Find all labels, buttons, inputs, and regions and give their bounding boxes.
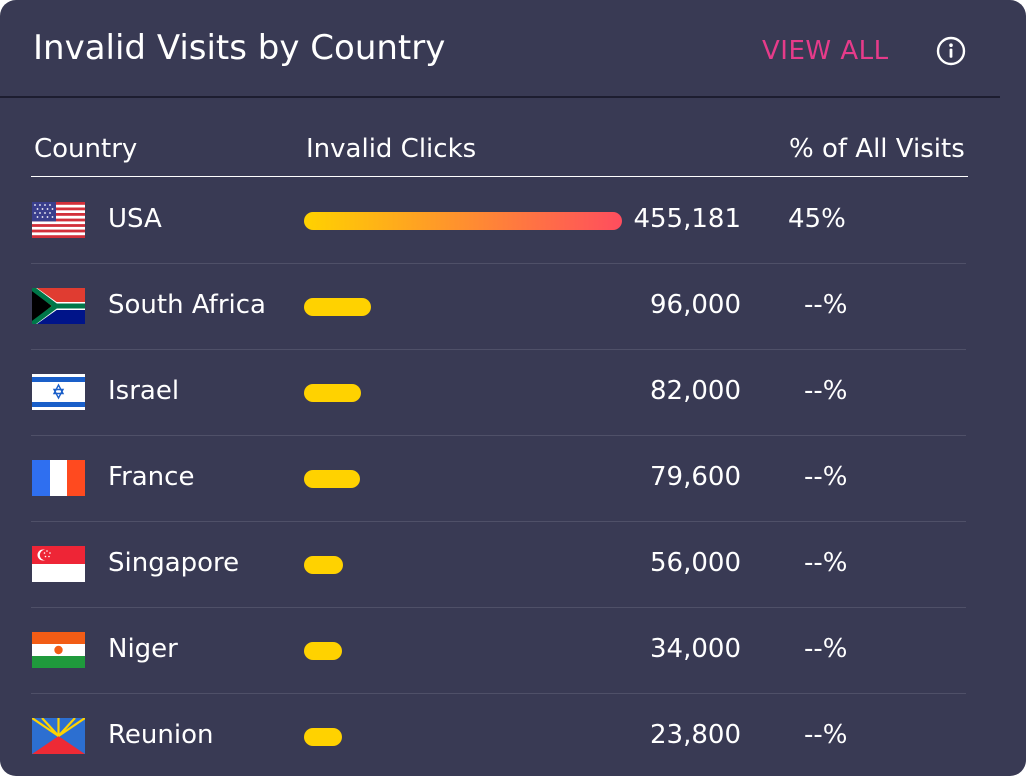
niger-flag-icon	[32, 632, 85, 668]
card-title: Invalid Visits by Country	[33, 28, 446, 68]
percent-value: --%	[804, 720, 848, 750]
row-divider	[31, 693, 966, 694]
header-divider	[31, 176, 968, 177]
reunion-flag-icon	[32, 718, 85, 754]
usa-flag-icon	[32, 202, 85, 238]
row-divider	[31, 435, 966, 436]
country-name: Reunion	[108, 720, 214, 750]
country-name: USA	[108, 204, 162, 234]
column-header-invalid-clicks[interactable]: Invalid Clicks	[306, 134, 477, 164]
clicks-count: 23,800	[650, 720, 741, 750]
country-name: Niger	[108, 634, 178, 664]
clicks-bar	[304, 728, 342, 746]
france-flag-icon	[32, 460, 85, 496]
row-divider	[31, 349, 966, 350]
singapore-flag-icon	[32, 546, 85, 582]
view-all-link[interactable]: VIEW ALL	[762, 36, 889, 66]
south-africa-flag-icon	[32, 288, 85, 324]
percent-value: --%	[804, 548, 848, 578]
table-row[interactable]: South Africa 96,000 --%	[31, 264, 966, 350]
clicks-bar	[304, 470, 360, 488]
row-divider	[31, 521, 966, 522]
clicks-bar	[304, 298, 371, 316]
clicks-count: 34,000	[650, 634, 741, 664]
clicks-bar	[304, 556, 343, 574]
row-divider	[31, 607, 966, 608]
percent-value: --%	[804, 290, 848, 320]
table-row[interactable]: USA 455,181 45%	[31, 178, 966, 264]
clicks-bar	[304, 384, 361, 402]
clicks-count: 56,000	[650, 548, 741, 578]
percent-value: --%	[804, 634, 848, 664]
percent-value: --%	[804, 462, 848, 492]
column-header-percent[interactable]: % of All Visits	[789, 134, 965, 164]
row-divider	[31, 263, 966, 264]
column-header-country[interactable]: Country	[34, 134, 138, 164]
israel-flag-icon	[32, 374, 85, 410]
table-row[interactable]: Reunion 23,800 --%	[31, 694, 966, 776]
percent-value: --%	[804, 376, 848, 406]
percent-value: 45%	[788, 204, 846, 234]
clicks-count: 79,600	[650, 462, 741, 492]
table-row[interactable]: France 79,600 --%	[31, 436, 966, 522]
country-name: Singapore	[108, 548, 240, 578]
table-row[interactable]: Singapore 56,000 --%	[31, 522, 966, 608]
country-name: South Africa	[108, 290, 266, 320]
clicks-bar	[304, 212, 622, 230]
clicks-count: 82,000	[650, 376, 741, 406]
card-header: Invalid Visits by Country VIEW ALL	[0, 0, 1000, 98]
country-name: France	[108, 462, 195, 492]
clicks-count: 96,000	[650, 290, 741, 320]
info-circle-icon[interactable]	[936, 36, 966, 66]
table-row[interactable]: Niger 34,000 --%	[31, 608, 966, 694]
clicks-count: 455,181	[633, 204, 741, 234]
clicks-bar	[304, 642, 342, 660]
country-name: Israel	[108, 376, 180, 406]
table-row[interactable]: Israel 82,000 --%	[31, 350, 966, 436]
